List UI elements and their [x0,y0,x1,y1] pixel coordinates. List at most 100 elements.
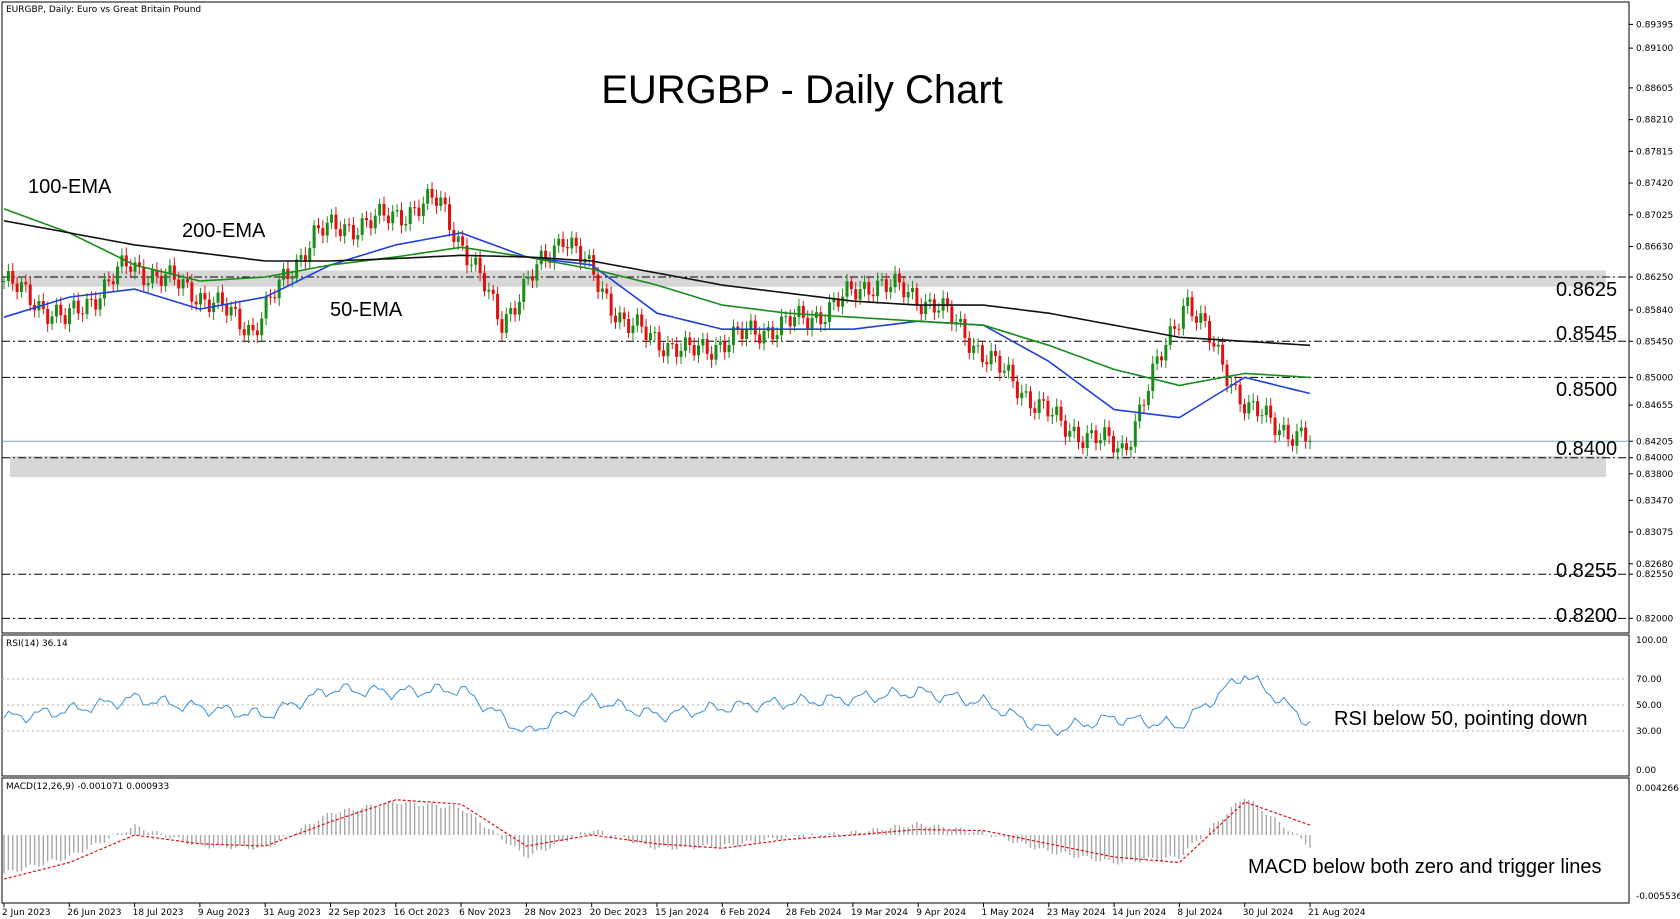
rsi-axis-label: 100.00 [1636,636,1668,646]
candle-body [517,301,521,315]
candle-body [1208,320,1212,343]
price-axis-label: 0.82550 [1636,570,1673,580]
candle-body [273,297,277,299]
macd-header: MACD(12,26,9) -0.001071 0.000933 [6,782,169,792]
candle-body [500,319,504,333]
candle-body [959,318,963,323]
candle-body [544,250,548,260]
candle-body [491,289,495,294]
candle-body [194,301,198,305]
candle-body [1020,392,1024,399]
candle-body [225,305,229,316]
candle-body [347,224,351,226]
candle-body [504,314,508,333]
date-axis-label: 23 May 2024 [1047,908,1106,918]
candle-body [1068,431,1072,437]
candle-body [1081,442,1085,448]
candle-body [666,343,670,357]
level-label-08255: 0.8255 [1556,560,1617,582]
candle-body [701,339,705,346]
candle-body [212,302,216,313]
level-label-08400: 0.8400 [1556,438,1617,460]
candle-body [434,197,438,206]
price-axis-label: 0.89395 [1636,20,1673,30]
rsi-line [3,675,1311,737]
candle-body [832,298,836,303]
candle-body [648,333,652,341]
level-label-08625: 0.8625 [1556,279,1617,301]
candle-body [102,279,106,299]
candle-body [487,289,491,292]
candle-body [897,273,901,283]
candle-body [932,299,936,313]
candle-body [683,337,687,351]
candle-body [753,320,757,335]
price-axis-label: 0.84655 [1636,401,1673,411]
candle-body [159,276,163,286]
candle-body [330,214,334,223]
candle-body [264,296,268,319]
candle-body [338,229,342,237]
candle-body [596,274,600,292]
candle-body [1142,404,1146,406]
candle-body [1033,408,1037,413]
candle-body [705,339,709,354]
rsi-header: RSI(14) 36.14 [6,639,68,649]
candle-body [622,312,626,319]
candle-body [365,218,369,221]
candle-body [828,302,832,322]
price-axis-label: 0.85000 [1636,373,1673,383]
date-axis-label: 19 Mar 2024 [851,908,908,918]
candle-body [858,288,862,300]
candle-body [1055,406,1059,415]
macd-signal-line [3,799,1311,880]
date-axis-label: 2 Jun 2023 [2,908,50,918]
candle-body [945,298,949,307]
candle-body [1072,426,1076,432]
price-axis-label: 0.87420 [1636,179,1673,189]
candle-body [797,305,801,318]
candle-body [242,329,246,336]
date-axis-label: 20 Dec 2023 [590,908,648,918]
price-axis-label: 0.83800 [1636,470,1673,480]
candle-body [321,228,325,236]
candle-body [98,298,102,310]
candle-body [2,281,6,283]
candle-body [775,335,779,340]
candle-body [1007,364,1011,371]
price-axis-label: 0.85450 [1636,337,1673,347]
candle-body [614,315,618,323]
candle-body [1042,399,1046,401]
candle-body [535,264,539,281]
candle-body [1015,381,1019,399]
candle-body [238,308,242,330]
candle-body [592,255,596,275]
candle-body [631,325,635,333]
candle-body [299,255,303,260]
price-axis-label: 0.87025 [1636,211,1673,221]
candle-body [260,318,264,336]
date-axis-label: 30 Jul 2024 [1243,908,1294,918]
candle-body [421,203,425,216]
date-axis-label: 1 May 2024 [982,908,1035,918]
date-axis-label: 21 Aug 2024 [1308,908,1366,918]
candle-body [605,288,609,294]
candle-body [862,282,866,289]
candle-body [1063,420,1067,437]
candle-body [513,308,517,315]
price-axis-label: 0.83470 [1636,496,1673,506]
candle-body [1098,440,1102,444]
candle-body [408,207,412,224]
candle-body [151,269,155,284]
candle-body [461,236,465,246]
candle-body [85,298,89,315]
candle-body [129,266,133,272]
candle-body [723,341,727,353]
candle-body [343,224,347,237]
candle-body [718,341,722,345]
chart-title: EURGBP - Daily Chart [601,68,1003,112]
price-axis-label: 0.88210 [1636,116,1673,126]
candle-body [448,204,452,230]
candle-body [736,326,740,329]
